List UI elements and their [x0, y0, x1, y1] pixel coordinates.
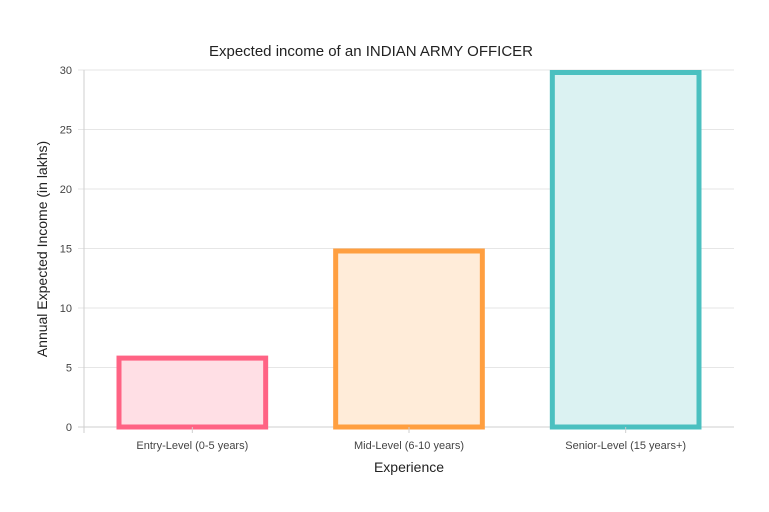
y-tick-label: 20 — [60, 184, 72, 196]
y-axis-ticks: 0 5 10 15 20 25 30 — [60, 65, 72, 434]
bar — [549, 70, 702, 430]
bar — [333, 248, 485, 430]
y-tick-label: 30 — [60, 65, 72, 77]
x-axis-ticks: Entry-Level (0-5 years) Mid-Level (6-10 y… — [136, 427, 686, 452]
x-tick-label: Senior-Level (15 years+) — [565, 440, 686, 452]
bars — [116, 70, 702, 430]
y-axis-label: Annual Expected Income (in lakhs) — [34, 141, 50, 357]
y-tick-label: 15 — [60, 244, 72, 256]
chart-title: Expected income of an INDIAN ARMY OFFICE… — [209, 43, 533, 60]
bar — [116, 355, 269, 430]
y-tick-label: 25 — [60, 125, 72, 137]
x-tick-label: Mid-Level (6-10 years) — [354, 440, 464, 452]
y-tick-label: 5 — [66, 363, 72, 375]
y-tick-label: 10 — [60, 303, 72, 315]
y-tick-label: 0 — [66, 422, 72, 434]
x-axis-label: Experience — [374, 459, 444, 475]
x-tick-label: Entry-Level (0-5 years) — [136, 440, 248, 452]
